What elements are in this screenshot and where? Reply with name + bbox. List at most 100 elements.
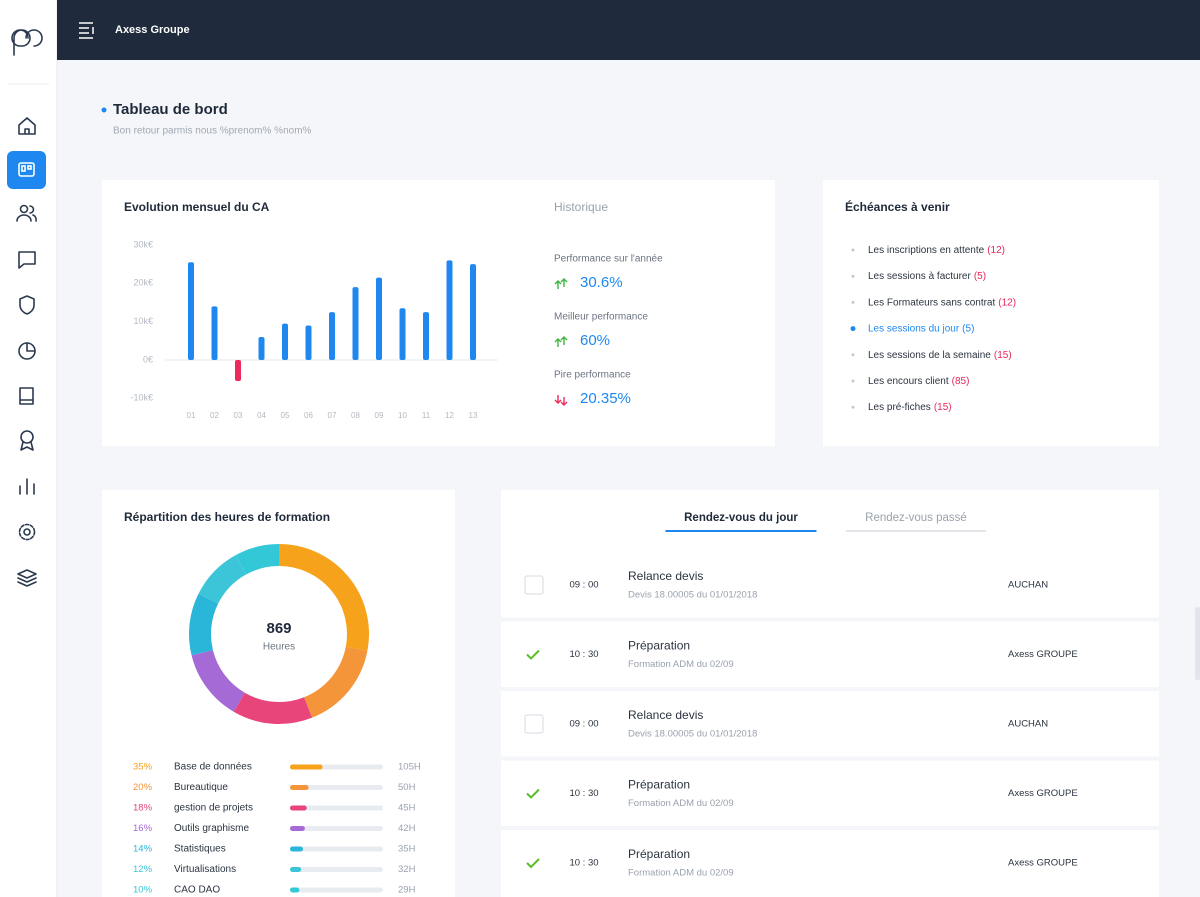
row-check[interactable] bbox=[526, 788, 540, 799]
row-client: Axess GROUPE bbox=[1008, 649, 1078, 660]
deadline-label: Les sessions à facturer bbox=[868, 271, 971, 282]
history-value: 30.6% bbox=[580, 274, 623, 291]
nav-home[interactable] bbox=[18, 117, 36, 135]
deadline-item[interactable]: Les inscriptions en attente (12) bbox=[868, 245, 1005, 256]
appointments-tab[interactable]: Rendez-vous passé bbox=[865, 512, 967, 524]
menu-toggle[interactable] bbox=[79, 22, 94, 39]
legend-hours: 42H bbox=[398, 823, 416, 834]
trend-arrow bbox=[554, 395, 568, 406]
legend-track bbox=[290, 805, 383, 811]
nav-dashboard-active[interactable] bbox=[7, 151, 46, 189]
row-client: AUCHAN bbox=[1008, 719, 1048, 730]
legend-name: Outils graphisme bbox=[174, 823, 249, 834]
x-tick-label: 05 bbox=[281, 411, 290, 420]
nav-messages[interactable] bbox=[18, 251, 36, 269]
deadline-count: (12) bbox=[987, 245, 1005, 256]
x-tick-label: 02 bbox=[210, 411, 219, 420]
row-title: Préparation bbox=[628, 847, 690, 861]
donut-segment bbox=[191, 649, 246, 712]
deadline-label: Les pré-fiches bbox=[868, 402, 931, 413]
donut-segment bbox=[278, 544, 369, 651]
nav-users[interactable] bbox=[16, 204, 37, 222]
x-tick-label: 03 bbox=[234, 411, 243, 420]
donut-segment bbox=[233, 692, 313, 724]
trend-arrow bbox=[554, 278, 568, 289]
legend-name: gestion de projets bbox=[174, 803, 253, 814]
deadline-bullet bbox=[851, 274, 855, 278]
deadline-bullet bbox=[851, 379, 855, 383]
row-separator bbox=[501, 756, 1159, 761]
scrollbar[interactable] bbox=[1195, 607, 1200, 680]
row-detail: Devis 18.00005 du 01/01/2018 bbox=[628, 729, 757, 740]
tab-underline bbox=[846, 530, 986, 532]
nav-chart[interactable] bbox=[19, 478, 35, 495]
legend-percent: 10% bbox=[133, 885, 153, 896]
deadline-label: Les sessions de la semaine bbox=[868, 349, 991, 360]
nav-settings[interactable] bbox=[18, 523, 36, 541]
y-tick-label: -10k€ bbox=[130, 393, 153, 403]
trend-arrow bbox=[554, 336, 568, 347]
legend-hours: 29H bbox=[398, 885, 416, 896]
legend-percent: 35% bbox=[133, 762, 153, 773]
x-tick-label: 09 bbox=[375, 411, 384, 420]
appointments-tab[interactable]: Rendez-vous du jour bbox=[684, 512, 798, 524]
nav-book[interactable] bbox=[19, 387, 34, 405]
deadline-item[interactable]: Les sessions de la semaine (15) bbox=[868, 349, 1012, 360]
deadline-bullet bbox=[851, 248, 855, 252]
x-tick-label: 12 bbox=[445, 411, 454, 420]
deadlines-title: Échéances à venir bbox=[845, 199, 950, 214]
legend-track bbox=[290, 826, 383, 831]
deadline-item[interactable]: Les encours client (85) bbox=[868, 376, 969, 387]
row-checkbox[interactable] bbox=[524, 714, 544, 734]
row-separator bbox=[501, 617, 1159, 622]
row-separator bbox=[501, 826, 1159, 830]
bar bbox=[235, 359, 241, 382]
legend-hours: 35H bbox=[398, 844, 416, 855]
legend-track bbox=[290, 846, 383, 852]
deadline-count: (5) bbox=[962, 323, 974, 334]
row-time: 09 : 00 bbox=[569, 719, 598, 730]
donut-segment bbox=[235, 544, 280, 575]
x-tick-label: 04 bbox=[257, 411, 266, 420]
deadline-item[interactable]: Les sessions du jour (5) bbox=[868, 323, 974, 334]
history-label: Pire performance bbox=[554, 370, 631, 381]
nav-security[interactable] bbox=[19, 295, 35, 315]
deadline-item[interactable]: Les sessions à facturer (5) bbox=[868, 271, 986, 282]
legend-hours: 105H bbox=[398, 762, 421, 773]
deadline-label: Les sessions du jour bbox=[868, 323, 960, 334]
page-title: Tableau de bord bbox=[113, 101, 228, 118]
nav-layers[interactable] bbox=[17, 569, 37, 587]
deadline-count: (5) bbox=[974, 271, 986, 282]
row-check[interactable] bbox=[526, 858, 540, 869]
legend-bar bbox=[290, 846, 304, 852]
legend-track bbox=[290, 785, 383, 790]
deadlines-card bbox=[823, 180, 1159, 446]
history-value: 20.35% bbox=[580, 390, 631, 407]
row-time: 10 : 30 bbox=[569, 649, 598, 660]
deadline-bullet bbox=[851, 300, 855, 304]
row-detail: Devis 18.00005 du 01/01/2018 bbox=[628, 590, 757, 601]
row-check[interactable] bbox=[526, 649, 540, 660]
row-detail: Formation ADM du 02/09 bbox=[628, 659, 734, 670]
x-tick-label: 13 bbox=[469, 411, 478, 420]
history-label: Meilleur performance bbox=[554, 312, 648, 323]
bar bbox=[376, 277, 382, 360]
tab-underline bbox=[665, 530, 817, 532]
logo bbox=[11, 29, 43, 56]
legend-bar bbox=[290, 764, 323, 770]
row-checkbox[interactable] bbox=[524, 575, 544, 595]
deadline-item[interactable]: Les Formateurs sans contrat (12) bbox=[868, 297, 1016, 308]
nav-stats-pie[interactable] bbox=[18, 342, 36, 360]
donut-segment bbox=[198, 555, 247, 604]
legend-percent: 18% bbox=[133, 803, 153, 814]
legend-percent: 12% bbox=[133, 864, 153, 875]
row-title: Relance devis bbox=[628, 708, 703, 722]
x-tick-label: 06 bbox=[304, 411, 313, 420]
nav-award[interactable] bbox=[20, 430, 34, 451]
deadline-bullet bbox=[850, 326, 856, 332]
legend-name: CAO DAO bbox=[174, 885, 220, 896]
legend-name: Bureautique bbox=[174, 782, 228, 793]
deadline-item[interactable]: Les pré-fiches (15) bbox=[868, 402, 952, 413]
deadline-bullet bbox=[851, 405, 855, 409]
